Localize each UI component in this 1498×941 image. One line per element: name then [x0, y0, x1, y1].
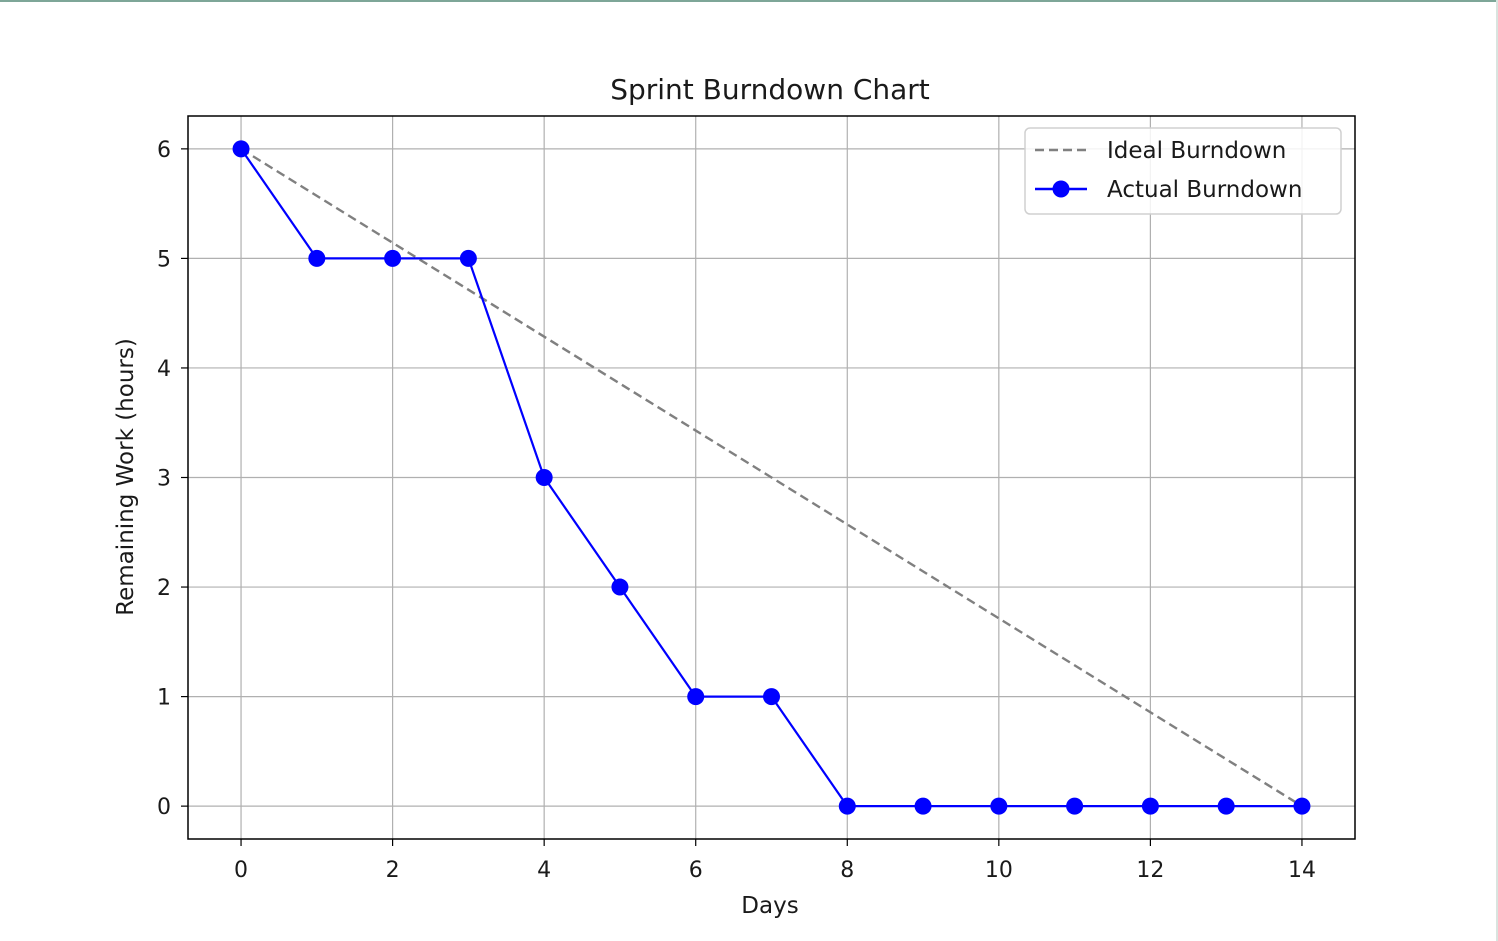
legend-label: Actual Burndown [1107, 177, 1302, 203]
x-tick-label: 12 [1136, 858, 1164, 883]
x-axis-label: Days [741, 893, 798, 919]
legend-box [1024, 127, 1342, 215]
actual-burndown-point [838, 797, 856, 815]
right-border [1496, 0, 1498, 941]
x-tick-label: 0 [234, 858, 248, 883]
x-tick-label: 8 [840, 858, 854, 883]
x-axis-ticks: 0 2 4 6 8 10 12 14 [234, 839, 1316, 883]
y-tick-label: 3 [157, 467, 171, 492]
y-axis-label: Remaining Work (hours) [113, 338, 139, 616]
series [232, 140, 1311, 815]
actual-burndown-point [914, 797, 932, 815]
top-border [0, 0, 1498, 2]
actual-burndown-point [308, 249, 326, 267]
actual-burndown-point [384, 249, 402, 267]
actual-burndown-point [1293, 797, 1311, 815]
actual-burndown-point [990, 797, 1008, 815]
y-tick-label: 6 [157, 138, 171, 163]
plot-frame [187, 115, 1356, 840]
actual-burndown-point [611, 578, 629, 596]
x-tick-label: 10 [985, 858, 1013, 883]
actual-burndown-point [687, 688, 705, 706]
actual-burndown-point [763, 688, 780, 706]
y-tick-label: 5 [157, 247, 171, 272]
x-tick-label: 14 [1288, 858, 1316, 883]
actual-burndown-point [1141, 797, 1159, 815]
legend-actual-marker [1052, 180, 1070, 198]
actual-burndown-point [459, 249, 477, 267]
y-tick-label: 2 [157, 576, 171, 601]
chart-title: Sprint Burndown Chart [610, 73, 930, 106]
y-tick-label: 4 [157, 357, 171, 382]
legend: Ideal Burndown Actual Burndown [1024, 127, 1342, 215]
ideal-burndown-line [240, 147, 1303, 808]
x-tick-label: 6 [689, 858, 703, 883]
x-tick-label: 2 [386, 858, 400, 883]
actual-burndown-point [535, 469, 553, 486]
y-tick-label: 1 [157, 686, 171, 711]
actual-burndown-point [1066, 797, 1084, 815]
actual-burndown-point [1217, 797, 1235, 815]
x-tick-label: 4 [537, 858, 551, 883]
y-tick-label: 0 [157, 795, 171, 820]
legend-label: Ideal Burndown [1107, 138, 1286, 164]
y-axis-ticks: 0 1 2 3 4 5 6 [157, 138, 188, 820]
actual-burndown-point [232, 140, 250, 158]
